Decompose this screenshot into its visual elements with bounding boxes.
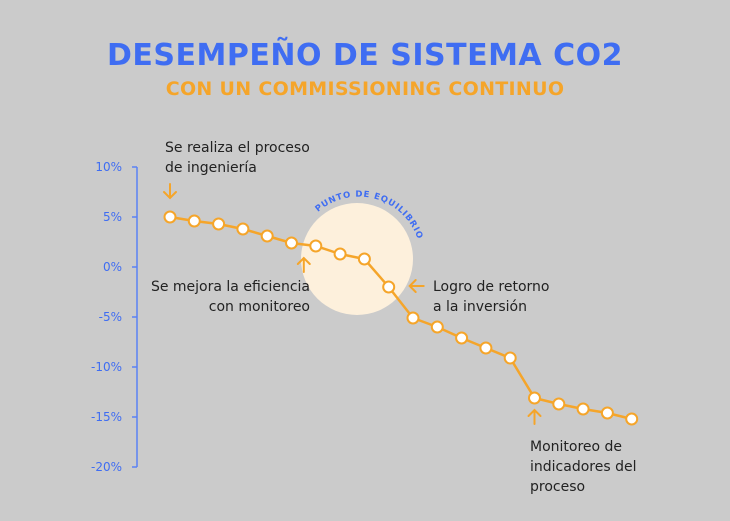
y-tick-label: -20% <box>91 460 122 474</box>
annotation-arrow-icon <box>296 256 311 273</box>
annotation-line: de ingeniería <box>165 160 257 176</box>
annotation-line: Monitoreo de <box>530 439 623 455</box>
data-point <box>479 341 493 355</box>
data-point <box>333 247 347 261</box>
data-point <box>503 351 517 365</box>
annotation-line: a la inversión <box>433 299 527 315</box>
chart-title: DESEMPEÑO DE SISTEMA CO2 <box>107 38 623 73</box>
annotation-line: Se realiza el proceso <box>165 140 310 156</box>
data-point <box>285 236 298 250</box>
y-tick-label: 5% <box>103 210 122 224</box>
data-point <box>357 252 371 266</box>
y-tick-label: 10% <box>95 160 122 174</box>
annotation-line: Logro de retorno <box>433 279 550 295</box>
data-point <box>600 406 614 420</box>
annotation-arrow-icon <box>527 408 542 425</box>
data-point <box>430 320 444 334</box>
data-point <box>187 214 201 228</box>
data-point <box>576 402 590 416</box>
annotation-monitoring: Monitoreo de indicadores del proceso <box>530 437 636 497</box>
annotation-line: Se mejora la eficiencia <box>150 279 310 295</box>
data-point <box>528 391 541 405</box>
annotation-roi: Logro de retorno a la inversión <box>433 277 549 317</box>
annotation-engineering: Se realiza el proceso de ingeniería <box>165 138 310 178</box>
data-point <box>625 412 639 426</box>
annotation-line: indicadores del <box>530 459 637 475</box>
y-tick-label: -10% <box>91 360 122 374</box>
annotation-arrow-icon <box>163 183 177 200</box>
data-point <box>236 222 250 236</box>
annotation-line: con monitoreo <box>208 299 310 315</box>
data-point <box>552 397 566 411</box>
annotation-line: proceso <box>530 479 586 495</box>
y-tick-label: -5% <box>99 310 122 324</box>
annotation-efficiency: Se mejora la eficiencia con monitoreo <box>150 277 310 317</box>
data-point <box>212 217 226 231</box>
chart-subtitle: CON UN COMMISSIONING CONTINUO <box>165 78 565 100</box>
annotation-arrow-icon <box>408 279 425 293</box>
data-point <box>163 210 177 224</box>
data-point <box>260 229 274 243</box>
data-point <box>309 239 323 253</box>
data-point <box>382 280 396 294</box>
y-tick-label: 0% <box>103 260 122 274</box>
data-point <box>455 331 469 345</box>
y-tick-label: -15% <box>91 410 122 424</box>
data-point <box>406 311 420 325</box>
